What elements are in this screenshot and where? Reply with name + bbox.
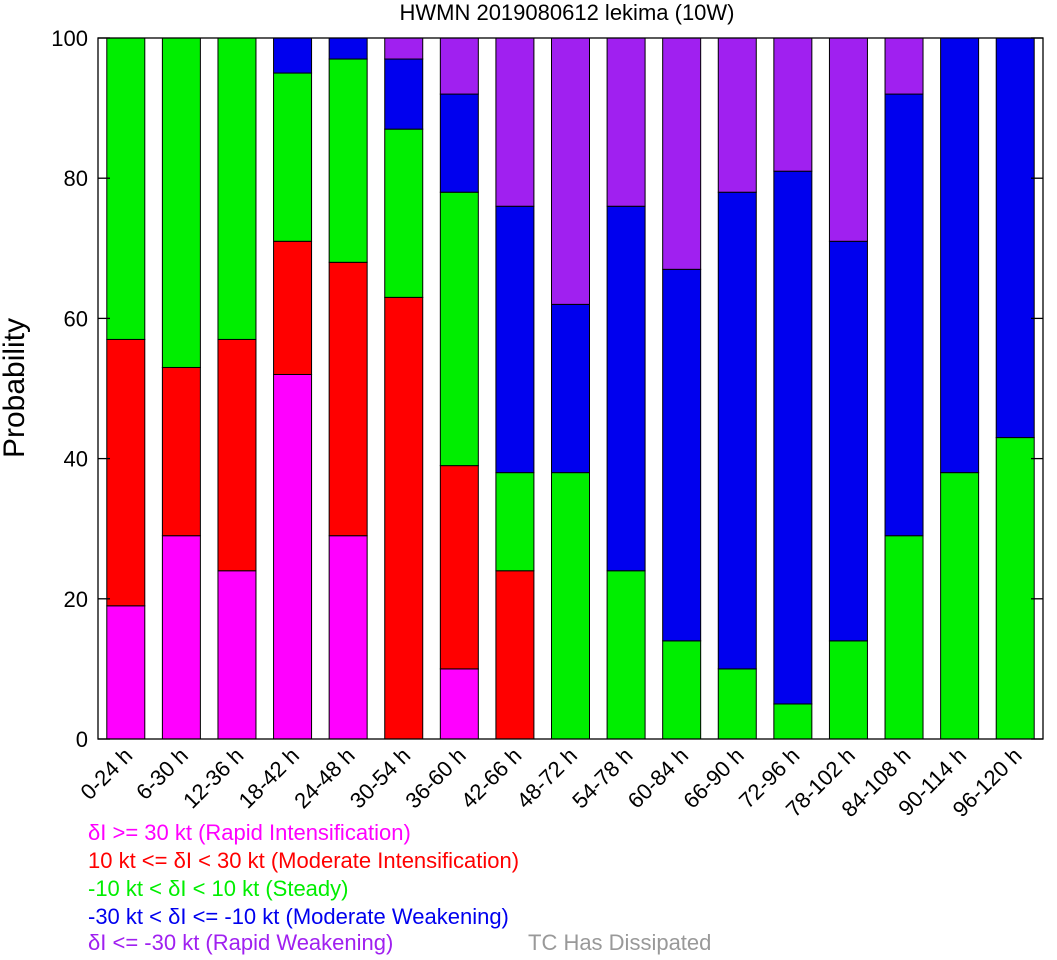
bar-segment [551,472,590,740]
bar-segment [273,240,313,375]
bar-segment [884,93,924,537]
bar-segment [106,338,146,607]
bar-segment [940,472,980,740]
bar-segment [773,703,813,740]
bar-segment [551,37,590,305]
bar-segment [495,472,535,572]
bar-segment [995,437,1035,740]
bar-segment [384,128,424,298]
y-tick-label: 80 [64,166,88,191]
bar-segment [217,570,257,740]
x-tick-label: 36-60 h [400,743,470,813]
bar-segment [662,37,702,270]
bar-segment [217,37,257,340]
bar-segment [328,261,368,537]
plot-area: 0-24 h6-30 h12-36 h18-42 h24-48 h30-54 h… [51,26,1044,822]
legend-rapid-weakening: δI <= -30 kt (Rapid Weakening) [88,930,394,955]
legend-dissipated: TC Has Dissipated [528,930,712,955]
bar-segment [551,303,590,474]
bar-segment [606,37,646,207]
bar-segment [217,338,257,572]
bar-segment [273,37,313,74]
legend-moderate-intensification: 10 kt <= δI < 30 kt (Moderate Intensific… [88,848,520,873]
chart-title: HWMN 2019080612 lekima (10W) [399,0,734,25]
bar-segment [717,668,757,740]
x-tick-label: 12-36 h [178,743,248,813]
bar-segment [662,268,702,642]
y-tick-label: 60 [64,306,88,331]
x-tick-label: 54-78 h [567,743,637,813]
bar-segment [273,72,313,242]
bar-segment [828,240,868,642]
y-tick-label: 40 [64,447,88,472]
x-tick-label: 66-90 h [678,743,748,813]
legend-rapid-intensification: δI >= 30 kt (Rapid Intensification) [88,820,411,845]
x-tick-label: 42-66 h [456,743,526,813]
bar-segment [495,37,535,207]
legend-moderate-weakening: -30 kt < δI <= -10 kt (Moderate Weakenin… [88,904,509,929]
bar-segment [884,37,924,95]
bar-segment [439,37,479,95]
x-tick-label: 0-24 h [76,743,138,805]
bar-segment [439,93,479,193]
bar-segment [439,465,479,670]
bar-segment [161,37,201,368]
plot-frame [97,37,1044,740]
bar-segment [884,535,924,740]
x-tick-label: 30-54 h [345,743,415,813]
bar-segment [662,640,702,740]
bar-segment [384,37,424,60]
bar-segment [328,535,368,740]
bar-segment [606,205,646,572]
bar-segment [773,37,813,172]
x-tick-label: 60-84 h [623,743,693,813]
bar-segment [384,58,424,130]
bar-segment [606,570,646,740]
bar-segment [106,37,146,340]
y-tick-label: 0 [76,727,88,752]
bar-segment [717,37,757,193]
bar-segment [106,605,146,740]
bar-segment [161,535,201,740]
bar-segment [773,170,813,705]
bar-segment [328,37,368,60]
bar-segment [328,58,368,263]
y-tick-label: 100 [51,26,88,51]
x-tick-label: 48-72 h [512,743,582,813]
bar-segment [828,640,868,740]
bar-segment [995,37,1035,439]
bar-segment [161,366,201,537]
bar-segment [717,191,757,670]
x-tick-label: 24-48 h [289,743,359,813]
bar-segment [495,205,535,474]
bar-segment [495,570,535,740]
bar-segment [384,296,424,740]
bar-segment [439,668,479,740]
y-axis-label: Probability [0,318,31,458]
bar-segment [273,373,313,740]
bar-segment [828,37,868,242]
y-tick-label: 20 [64,587,88,612]
x-tick-label: 18-42 h [234,743,304,813]
bar-segment [940,37,980,474]
bar-segment [439,191,479,467]
legend-steady: -10 kt < δI < 10 kt (Steady) [88,876,349,901]
